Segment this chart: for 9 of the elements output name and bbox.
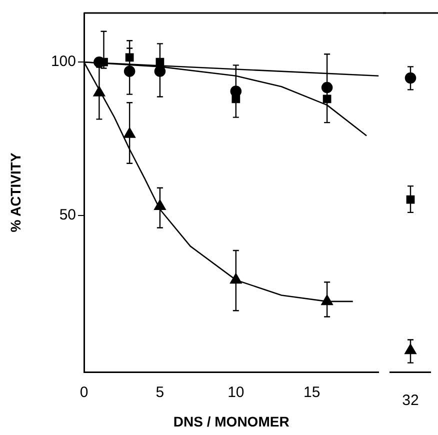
- x-tick-label: 15: [304, 384, 320, 402]
- y-axis-title: % ACTIVITY: [7, 152, 24, 232]
- y-tick-label: 50: [59, 206, 76, 224]
- x-tick-label: 10: [228, 384, 244, 402]
- x-tick-label: 5: [156, 384, 164, 402]
- x-tick-label: 32: [402, 392, 419, 410]
- y-tick-label: 100: [50, 53, 76, 70]
- x-tick-label: 0: [80, 384, 88, 402]
- x-axis-title: DNS / MONOMER: [173, 413, 290, 430]
